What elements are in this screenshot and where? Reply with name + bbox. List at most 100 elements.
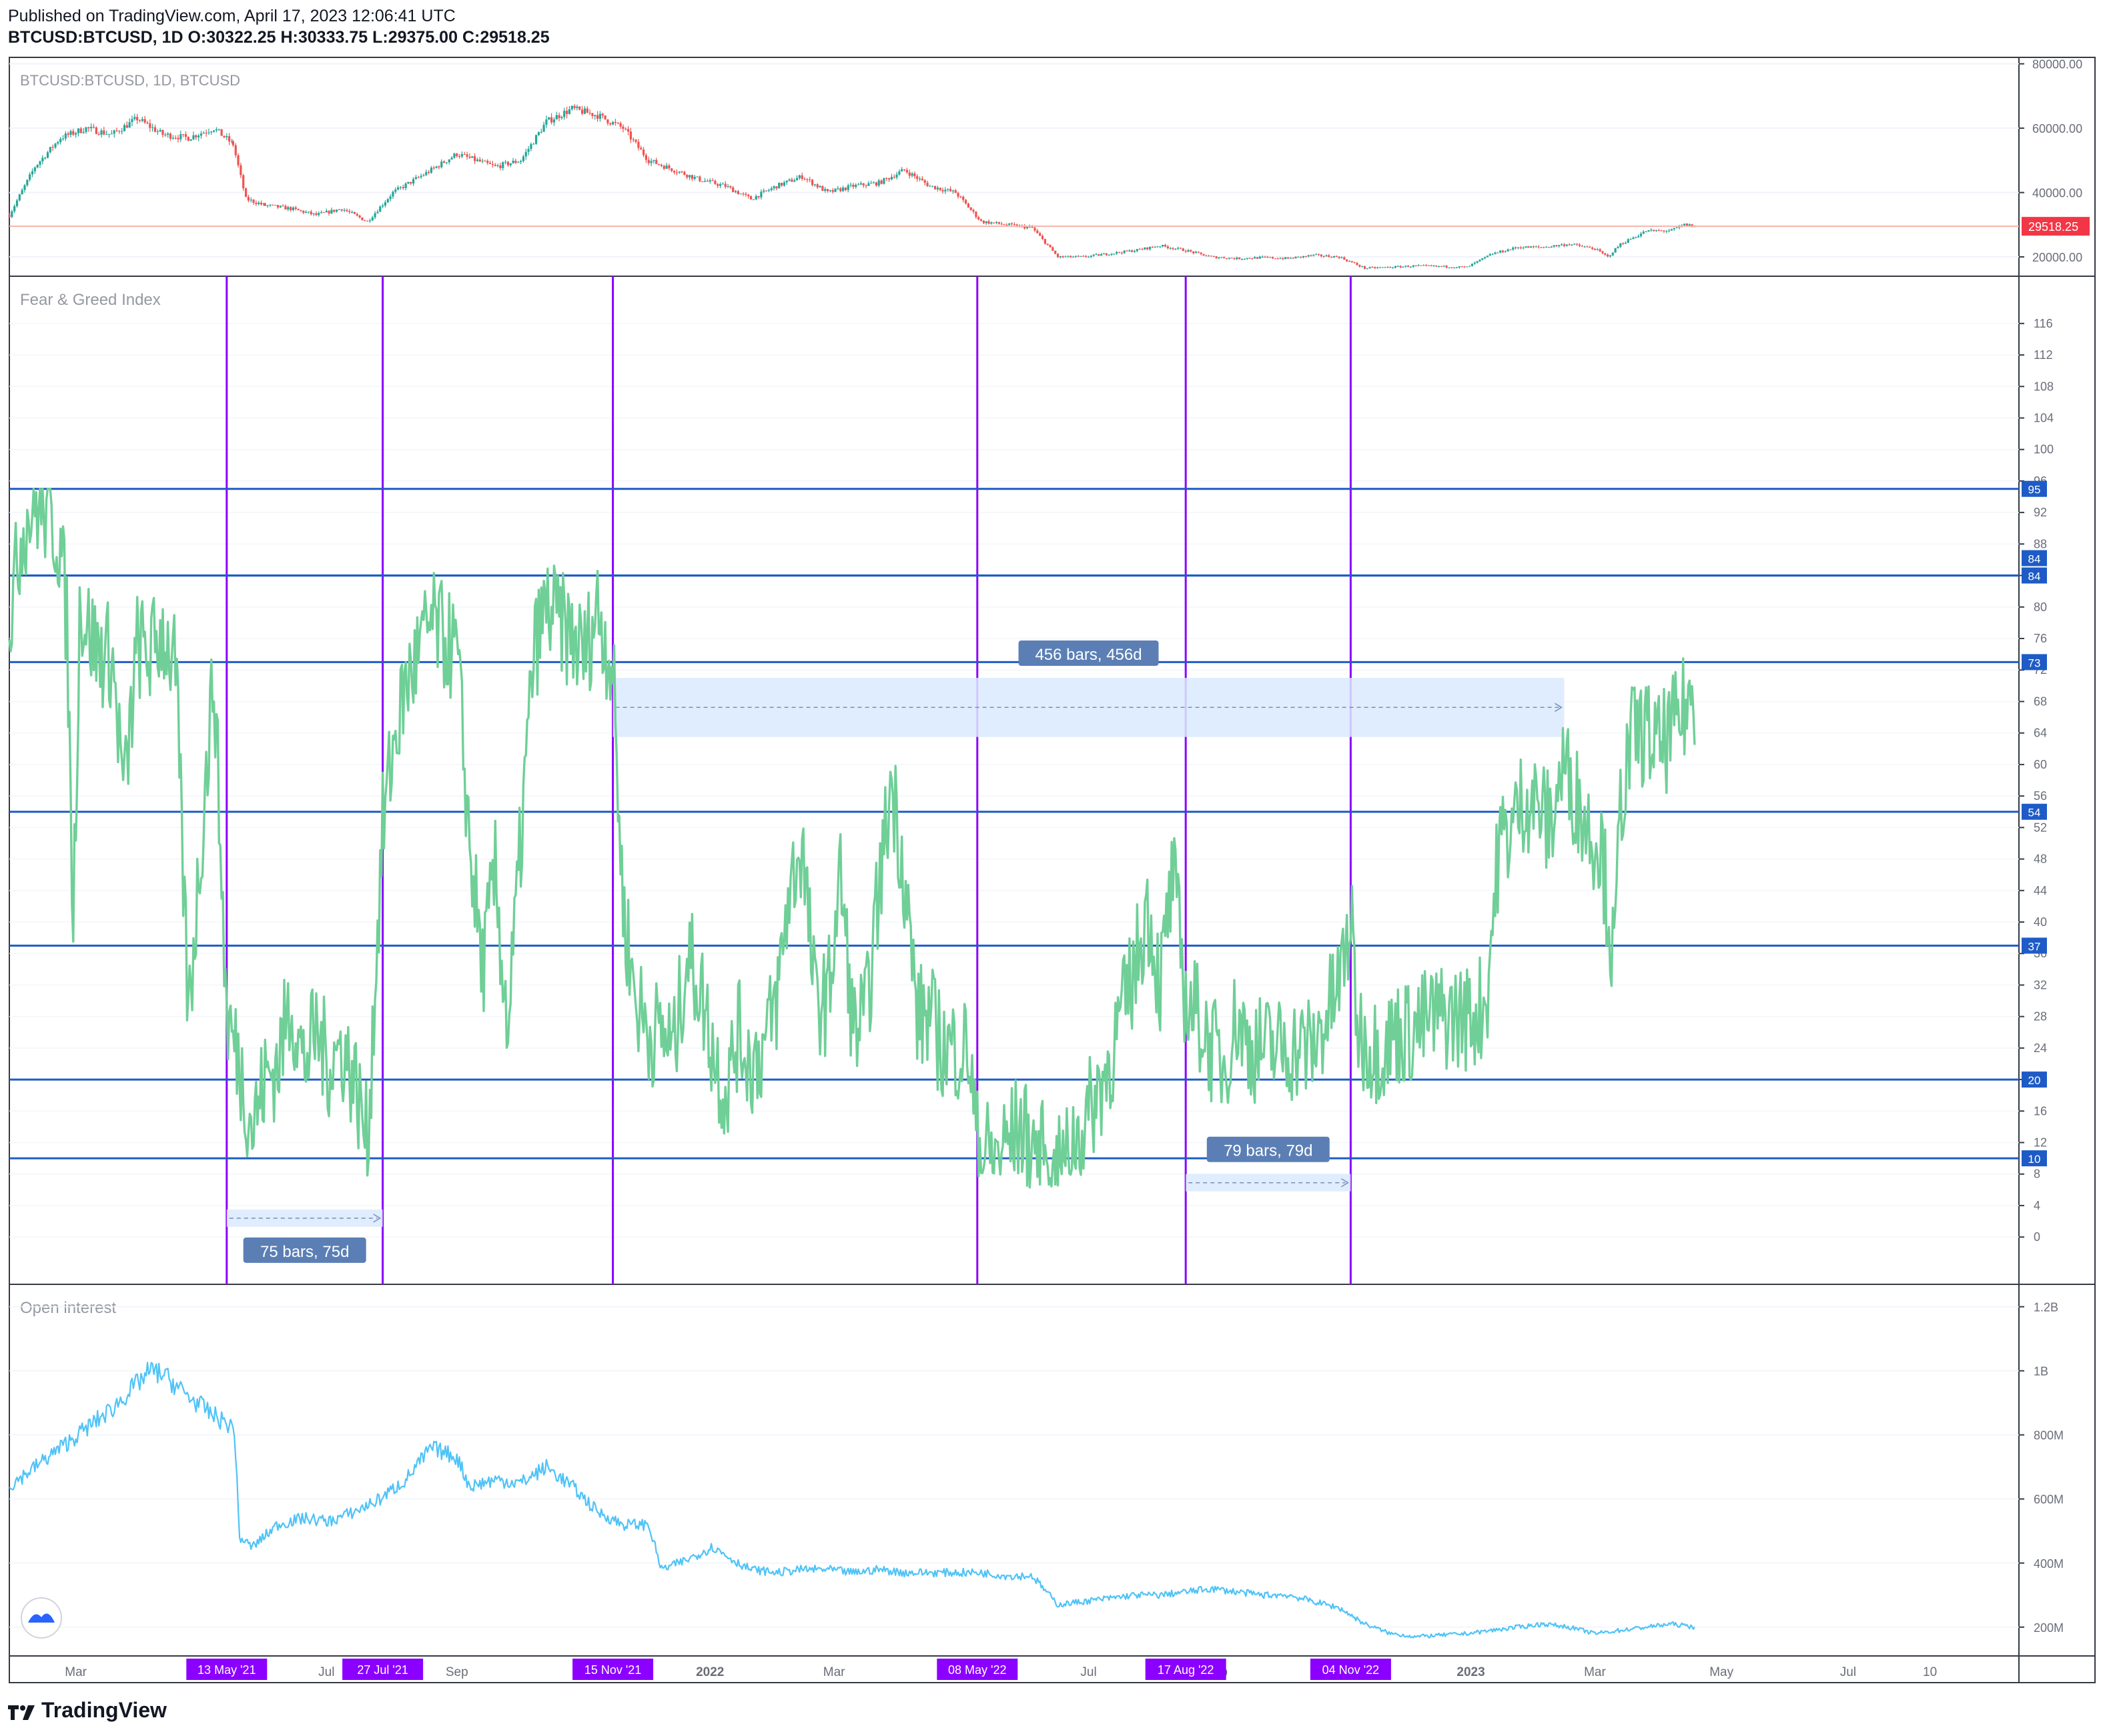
- candle-body: [816, 184, 819, 187]
- candle-body: [1438, 266, 1440, 267]
- candle-body: [1118, 252, 1121, 253]
- candle-body: [161, 129, 164, 135]
- fg-tick-label: 40: [2034, 915, 2047, 929]
- candle-body: [1304, 256, 1307, 257]
- candle-body: [1540, 247, 1543, 248]
- candle-body: [570, 105, 573, 109]
- close-label: C:: [462, 28, 480, 47]
- candle-body: [517, 161, 520, 163]
- candle-body: [1668, 230, 1671, 232]
- candle-body: [496, 165, 499, 166]
- candle-body: [471, 156, 474, 158]
- candle-body: [376, 211, 379, 213]
- candle-body: [1082, 256, 1085, 257]
- candle-body: [210, 131, 213, 133]
- fg-tick-label: 100: [2034, 443, 2054, 456]
- candle-body: [1151, 246, 1154, 248]
- candle-body: [622, 126, 624, 129]
- candle-body: [1225, 258, 1228, 260]
- fg-tick-label: 52: [2034, 821, 2047, 834]
- candle-body: [82, 131, 85, 133]
- candle-body: [149, 123, 151, 128]
- event-date-label: 15 Nov '21: [584, 1663, 642, 1677]
- candle-body: [837, 188, 839, 189]
- candle-body: [1328, 255, 1330, 258]
- candle-body: [537, 132, 540, 135]
- candle-body: [719, 183, 722, 186]
- candle-body: [614, 121, 617, 123]
- candle-body: [1248, 258, 1251, 259]
- candle-body: [1371, 267, 1374, 268]
- candle-body: [213, 130, 216, 132]
- candle-body: [428, 171, 430, 173]
- candle-body: [990, 222, 993, 224]
- candle-body: [1460, 266, 1463, 268]
- candle-body: [811, 179, 814, 185]
- candle-body: [113, 130, 115, 134]
- level-tag-label: 54: [2028, 807, 2041, 819]
- candle-body: [619, 123, 622, 127]
- candle-body: [1578, 244, 1581, 246]
- candle-body: [1238, 258, 1241, 260]
- candle-body: [898, 171, 901, 175]
- candle-body: [578, 106, 581, 110]
- candle-body: [18, 194, 21, 201]
- candle-body: [1402, 266, 1404, 268]
- symbol-label: BTCUSD:BTCUSD, 1D: [8, 28, 183, 47]
- candle-body: [1537, 246, 1540, 248]
- candle-body: [1660, 230, 1663, 232]
- candle-body: [1470, 264, 1474, 266]
- candle-body: [936, 187, 939, 189]
- candle-body: [757, 195, 760, 197]
- fg-pane-title: Fear & Greed Index: [20, 291, 161, 309]
- candle-body: [908, 172, 911, 176]
- candle-body: [1187, 250, 1190, 252]
- candle-body: [432, 167, 435, 169]
- candle-body: [831, 190, 834, 192]
- candle-body: [1110, 254, 1113, 256]
- candle-body: [944, 189, 947, 191]
- candle-body: [1005, 224, 1008, 226]
- candle-body: [798, 175, 801, 178]
- candle-body: [1561, 244, 1563, 246]
- candle-body: [59, 139, 62, 142]
- candle-body: [939, 187, 941, 190]
- event-date-tag: [937, 1659, 1018, 1680]
- candle-body: [131, 119, 133, 122]
- candle-body: [260, 202, 263, 205]
- candle-body: [806, 179, 809, 180]
- candle-body: [67, 133, 69, 135]
- candle-body: [596, 115, 599, 119]
- candle-body: [668, 165, 671, 169]
- candle-body: [1484, 257, 1487, 258]
- candle-body: [1041, 236, 1044, 240]
- level-tag: [2022, 567, 2047, 584]
- open-interest-line[interactable]: [9, 1362, 1695, 1639]
- candle-body: [356, 213, 358, 216]
- level-tag-label: 10: [2028, 1153, 2041, 1166]
- candle-body: [913, 173, 916, 177]
- candle-body: [1637, 236, 1640, 238]
- tradingview-logo[interactable]: TradingView: [8, 1698, 167, 1723]
- oi-pane-title: Open interest: [20, 1299, 116, 1317]
- candle-body: [809, 179, 811, 181]
- fg-tick-label: 24: [2034, 1041, 2047, 1055]
- candle-body: [460, 154, 464, 157]
- candle-body: [1374, 267, 1376, 268]
- event-date-tag: [1145, 1659, 1226, 1680]
- candle-body: [1583, 246, 1586, 248]
- candle-body: [1565, 244, 1568, 246]
- level-tag: [2022, 480, 2047, 497]
- candle-body: [87, 127, 90, 129]
- candle-body: [1670, 229, 1673, 231]
- candle-body: [737, 191, 740, 194]
- candle-body: [8, 215, 11, 218]
- candle-body: [438, 166, 440, 167]
- fear-greed-line[interactable]: [8, 488, 1696, 1189]
- candle-body: [931, 185, 934, 187]
- candle-body: [1033, 228, 1036, 231]
- candle-body: [1368, 267, 1371, 269]
- candle-body: [1489, 254, 1491, 256]
- fg-tick-label: 108: [2034, 380, 2054, 393]
